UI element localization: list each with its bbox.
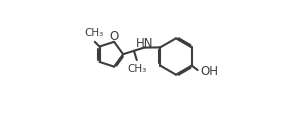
Text: CH₃: CH₃ xyxy=(85,28,104,38)
Text: O: O xyxy=(109,30,119,43)
Text: CH₃: CH₃ xyxy=(128,63,147,73)
Text: HN: HN xyxy=(136,36,153,49)
Text: OH: OH xyxy=(200,65,218,77)
